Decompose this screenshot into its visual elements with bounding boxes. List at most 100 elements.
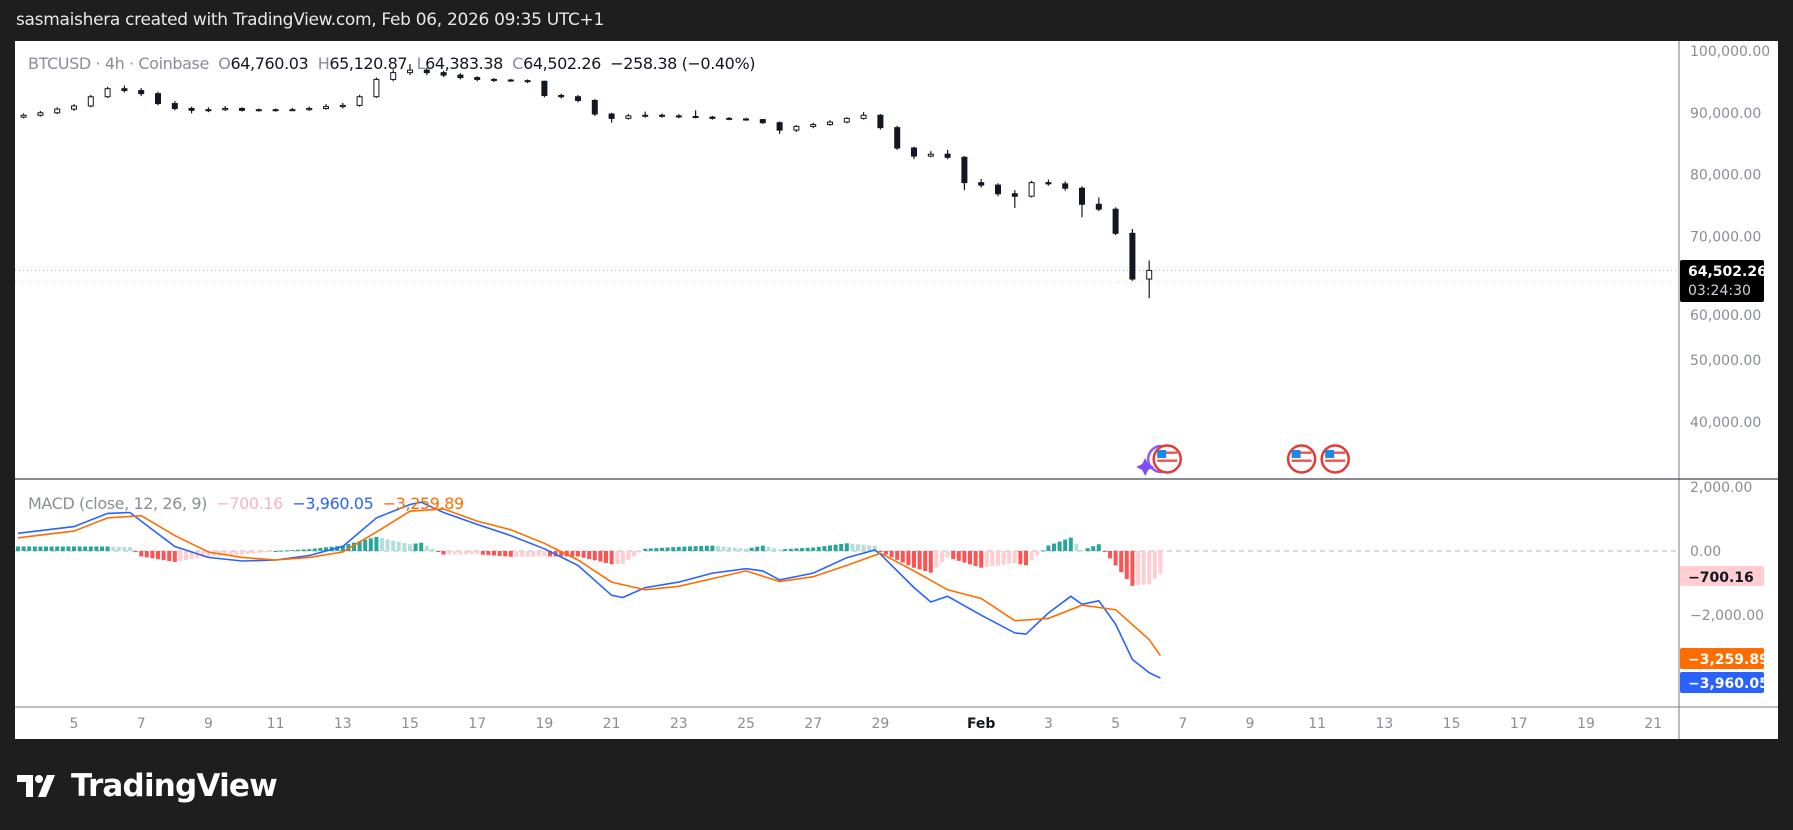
candle[interactable] — [138, 88, 145, 97]
candle[interactable] — [1011, 190, 1018, 208]
candle[interactable] — [793, 125, 800, 132]
candle[interactable] — [1062, 181, 1069, 191]
candle[interactable] — [524, 79, 531, 84]
candle[interactable] — [373, 77, 380, 98]
macd-histogram-bar — [469, 551, 474, 555]
macd-histogram-bar — [441, 551, 446, 555]
candle[interactable] — [407, 63, 413, 76]
candle[interactable] — [675, 114, 682, 119]
candle[interactable] — [339, 102, 346, 109]
candle[interactable] — [121, 85, 128, 93]
candle[interactable] — [1095, 197, 1102, 212]
candle[interactable] — [272, 108, 279, 112]
candle[interactable] — [944, 149, 951, 160]
macd-histogram-bar — [676, 546, 681, 551]
time-tick-label: 21 — [603, 716, 621, 732]
candle[interactable] — [860, 112, 867, 120]
candle[interactable] — [911, 146, 917, 160]
candle[interactable] — [239, 107, 245, 112]
candle[interactable] — [423, 67, 430, 76]
candle[interactable] — [440, 70, 447, 77]
candle[interactable] — [474, 76, 481, 82]
candle[interactable] — [255, 108, 262, 112]
macd-histogram-bar — [447, 551, 452, 555]
candle[interactable] — [759, 118, 766, 124]
macd-indicator-name[interactable]: MACD (close, 12, 26, 9) — [28, 494, 207, 513]
candle[interactable] — [87, 94, 94, 108]
candle[interactable] — [155, 91, 161, 106]
candle[interactable] — [104, 86, 111, 98]
macd-histogram-bar — [77, 546, 82, 551]
candle[interactable] — [978, 178, 985, 188]
candle[interactable] — [541, 80, 548, 98]
candle[interactable] — [608, 112, 615, 123]
candle[interactable] — [1146, 260, 1153, 299]
candle[interactable] — [877, 114, 884, 130]
candle[interactable] — [188, 106, 195, 114]
candle[interactable] — [1112, 207, 1119, 236]
candle[interactable] — [1129, 228, 1136, 281]
candle[interactable] — [71, 104, 77, 111]
candle[interactable] — [692, 110, 699, 119]
candle[interactable] — [709, 115, 716, 120]
macd-histogram-bar — [962, 551, 967, 563]
macd-histogram-bar — [363, 539, 368, 551]
candle[interactable] — [810, 122, 817, 129]
candle[interactable] — [894, 125, 901, 150]
candle[interactable] — [457, 73, 464, 80]
symbol-info[interactable]: BTCUSD · 4h · Coinbase — [28, 54, 209, 73]
candle[interactable] — [843, 117, 850, 124]
candle[interactable] — [642, 111, 649, 118]
candle[interactable] — [507, 78, 514, 82]
candle[interactable] — [575, 94, 581, 103]
macd-histogram-bar — [1057, 541, 1062, 551]
candle[interactable] — [1079, 186, 1085, 218]
economic-event[interactable] — [1320, 444, 1350, 474]
candle[interactable] — [558, 93, 565, 99]
candle[interactable] — [356, 94, 363, 107]
macd-histogram-bar — [1096, 544, 1101, 551]
candle[interactable] — [743, 117, 749, 121]
candle[interactable] — [390, 69, 397, 82]
flag-stripe — [1291, 451, 1312, 454]
price-tick-label: 70,000.00 — [1690, 229, 1761, 245]
candle[interactable] — [171, 101, 178, 111]
candle[interactable] — [222, 106, 229, 111]
candle[interactable] — [323, 104, 329, 110]
flag-canton — [1291, 450, 1301, 458]
candle[interactable] — [54, 107, 61, 115]
candle[interactable] — [726, 117, 733, 121]
macd-histogram-bar — [391, 540, 396, 551]
economic-event[interactable] — [1286, 444, 1317, 474]
candle-body — [642, 114, 649, 117]
macd-histogram-bar — [32, 546, 37, 551]
candle[interactable] — [827, 120, 833, 126]
candle[interactable] — [1028, 180, 1035, 198]
candle-body — [222, 107, 229, 111]
macd-histogram-bar — [458, 551, 463, 555]
macd-histogram-bar — [1029, 551, 1034, 561]
candle[interactable] — [37, 110, 44, 117]
candle[interactable] — [289, 107, 296, 112]
candle[interactable] — [20, 113, 27, 119]
candle[interactable] — [776, 121, 783, 134]
macd-histogram-bar — [21, 546, 26, 551]
macd-histogram-bar — [1119, 551, 1124, 573]
candle[interactable] — [1045, 179, 1052, 186]
candle[interactable] — [491, 78, 497, 82]
candle[interactable] — [927, 151, 934, 158]
candle[interactable] — [995, 183, 1001, 197]
macd-lines-layer — [17, 501, 1162, 679]
candle[interactable] — [659, 113, 665, 118]
macd-histogram-bar — [240, 551, 244, 555]
candle[interactable] — [591, 99, 598, 116]
macd-histogram-bar — [1091, 546, 1096, 551]
economic-event[interactable] — [1136, 444, 1182, 477]
candle[interactable] — [205, 107, 212, 113]
candle[interactable] — [306, 106, 313, 111]
macd-histogram-bar — [648, 548, 653, 551]
candle[interactable] — [961, 156, 968, 191]
time-tick-label: 7 — [137, 716, 146, 732]
candle[interactable] — [625, 114, 632, 120]
